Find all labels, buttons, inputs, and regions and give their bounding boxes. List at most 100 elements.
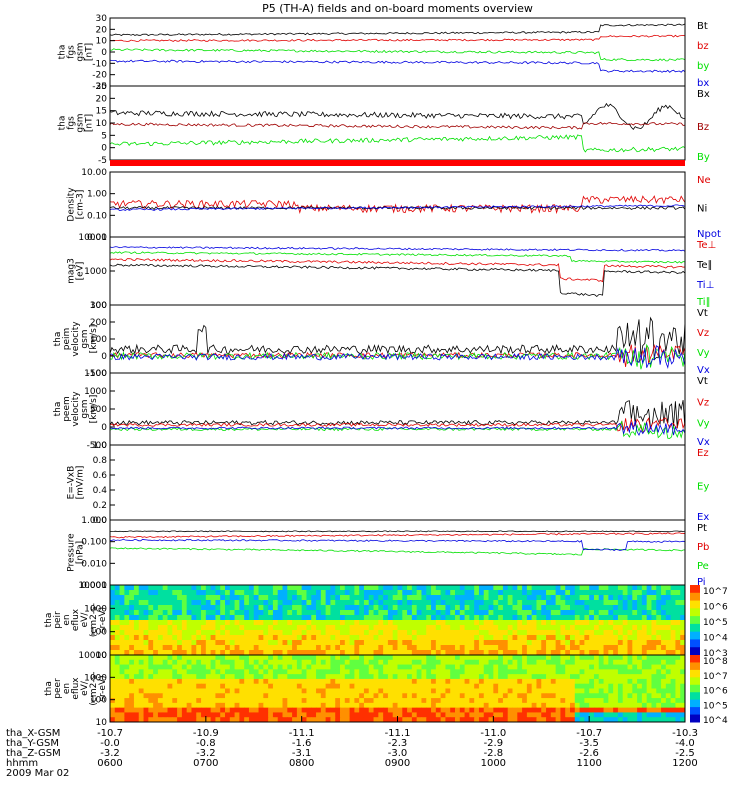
spectrogram-cell [196,683,202,689]
spectrogram-cell [392,655,398,661]
spectrogram-cell [373,655,379,661]
spectrogram-cell [431,595,437,601]
spectrogram-cell [153,585,159,591]
y-axis-label: tha [58,116,68,131]
spectrogram-cell [181,625,188,631]
spectrogram-cell [114,650,121,656]
spectrogram-cell [593,683,600,689]
spectrogram-cell [234,664,240,670]
spectrogram-cell [584,645,590,651]
spectrogram-cell [114,585,121,591]
spectrogram-cell [531,712,537,718]
y-tick-label: 1.0 [93,441,108,451]
spectrogram-cell [526,645,533,651]
spectrogram-cell [426,678,432,685]
spectrogram-cell [570,610,576,616]
y-axis-label: tha [53,332,63,347]
spectrogram-cell [426,693,432,699]
spectrogram-cell [287,674,293,680]
spectrogram-cell [383,625,389,631]
spectrogram-cell [637,683,643,689]
spectrogram-cell [320,702,327,709]
spectrogram-cell [550,707,557,713]
spectrogram-cell [593,712,600,718]
spectrogram-cell [584,678,590,685]
spectrogram-cell [306,635,312,641]
spectrogram-cell [133,717,140,723]
spectrogram-cell [325,620,331,626]
spectrogram-cell [670,698,676,704]
spectrogram-cell [330,610,336,616]
spectrogram-cell [637,712,643,718]
spectrogram-cell [565,630,571,636]
spectrogram-cell [431,664,437,670]
spectrogram-cell [622,585,628,591]
spectrogram-cell [272,600,279,606]
spectrogram-cell [196,698,202,704]
spectrogram-cell [201,640,207,646]
spectrogram-cell [306,585,312,591]
spectrogram-cell [646,625,652,631]
spectrogram-cell [316,678,322,685]
spectrogram-cell [517,625,523,631]
spectrogram-cell [397,640,403,646]
spectrogram-cell [205,674,212,680]
spectrogram-cell [138,659,145,666]
spectrogram-cell [445,600,451,606]
spectrogram-cell [167,600,173,606]
spectrogram-cell [148,640,154,646]
spectrogram-cell [133,585,140,591]
spectrogram-cell [435,640,442,646]
colorbar-segment [690,608,700,617]
spectrogram-cell [129,712,135,718]
spectrogram-cell [402,645,408,651]
spectrogram-cell [498,693,504,699]
spectrogram-cell [306,712,312,718]
spectrogram-cell [589,669,595,675]
spectrogram-cell [536,712,542,718]
spectrogram-cell [617,635,624,641]
spectrogram-cell [229,635,236,641]
separator-bar [110,160,685,166]
spectrogram-cell [191,698,197,704]
spectrogram-cell [311,655,317,661]
spectrogram-cell [646,678,652,685]
spectrogram-cell [483,717,490,723]
spectrogram-cell [201,698,207,704]
spectrogram-cell [296,688,303,694]
spectrogram-cell [244,678,250,685]
spectrogram-cell [627,698,633,704]
spectrogram-cell [138,640,145,646]
spectrogram-cell [320,605,327,611]
spectrogram-cell [172,605,178,611]
y-tick-label: 0.010 [81,559,107,569]
spectrogram-cell [344,645,351,651]
spectrogram-cell [570,678,576,685]
spectrogram-cell [421,683,427,689]
spectrogram-cell [220,615,226,621]
spectrogram-cell [541,610,547,616]
spectrogram-cell [153,630,159,636]
spectrogram-cell [431,635,437,641]
spectrogram-cell [617,595,624,601]
spectrogram-cell [507,683,513,689]
spectrogram-cell [651,595,657,601]
spectrogram-cell [646,707,652,713]
spectrogram-cell [378,712,384,718]
spectrogram-cell [349,645,355,651]
spectrogram-cell [603,585,609,591]
spectrogram-cell [110,678,116,685]
spectrogram-cell [455,712,461,718]
spectrogram-cell [316,669,322,675]
spectrogram-cell [574,615,581,621]
y-tick-label: 0.6 [93,471,108,481]
spectrogram-cell [656,717,662,723]
spectrogram-cell [148,605,154,611]
spectrogram-cell [512,717,518,723]
spectrogram-cell [440,669,446,675]
spectrogram-cell [110,712,116,718]
spectrogram-cell [478,698,485,704]
legend-entry-Pe: Pe [697,561,709,572]
spectrogram-cell [622,620,628,626]
spectrogram-cell [220,635,226,641]
